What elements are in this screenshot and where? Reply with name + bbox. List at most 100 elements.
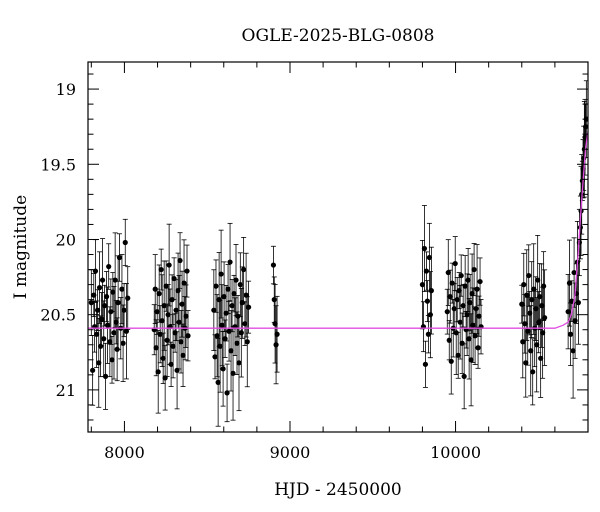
data-marker — [245, 304, 252, 310]
data-marker — [464, 312, 470, 318]
data-marker — [524, 292, 530, 298]
data-marker — [223, 310, 229, 316]
data-point — [244, 296, 250, 388]
data-marker — [451, 306, 457, 312]
data-marker — [571, 269, 577, 276]
data-marker — [181, 280, 187, 286]
data-marker — [453, 330, 459, 336]
data-point — [520, 305, 526, 379]
data-marker — [419, 282, 426, 288]
data-marker — [228, 348, 234, 354]
data-point — [475, 326, 481, 369]
data-marker — [568, 331, 574, 337]
data-marker — [183, 313, 189, 319]
data-marker — [523, 360, 529, 366]
y-axis-label: I magnitude — [11, 195, 31, 299]
data-point — [109, 336, 115, 384]
data-point — [447, 269, 453, 324]
x-tick-label: 10000 — [430, 443, 481, 462]
data-point — [534, 297, 540, 393]
data-marker — [212, 354, 218, 360]
data-point — [90, 335, 96, 406]
data-point — [212, 334, 218, 380]
data-point — [530, 338, 536, 406]
data-point — [230, 326, 236, 421]
data-point — [462, 255, 468, 318]
data-marker — [534, 342, 540, 348]
data-marker — [220, 366, 226, 372]
data-point — [424, 280, 431, 323]
chart-title: OGLE-2025-BLG-0808 — [242, 26, 435, 46]
data-point — [468, 313, 474, 407]
data-marker — [244, 339, 250, 345]
data-point — [116, 233, 123, 282]
data-point — [122, 218, 128, 267]
data-marker — [426, 254, 432, 261]
data-point — [218, 229, 224, 319]
data-marker — [211, 307, 217, 313]
data-marker — [119, 286, 125, 292]
data-marker — [572, 318, 578, 324]
data-marker — [155, 369, 161, 375]
data-point — [454, 277, 460, 323]
x-tick-label: 8000 — [104, 443, 145, 462]
data-marker — [178, 339, 184, 345]
data-marker — [110, 289, 116, 295]
data-marker — [444, 309, 450, 315]
data-marker — [231, 291, 237, 297]
data-marker — [101, 336, 107, 342]
data-marker — [159, 318, 165, 324]
y-tick-label: 19.5 — [40, 155, 76, 174]
data-marker — [462, 283, 468, 289]
data-marker — [474, 286, 480, 292]
data-marker — [538, 355, 544, 361]
data-marker — [472, 333, 478, 339]
model-curve — [88, 131, 588, 329]
data-point — [101, 300, 107, 377]
data-point — [467, 274, 473, 332]
data-marker — [176, 319, 182, 325]
data-point — [537, 263, 543, 331]
data-marker — [466, 336, 472, 342]
data-marker — [97, 343, 104, 349]
data-marker — [522, 321, 528, 327]
data-marker — [106, 263, 112, 270]
data-marker — [224, 390, 230, 396]
data-marker — [422, 361, 429, 367]
data-marker — [467, 300, 473, 306]
data-marker — [452, 260, 458, 267]
data-point — [106, 243, 112, 290]
data-marker — [423, 268, 430, 274]
data-marker — [566, 280, 573, 286]
data-marker — [99, 277, 106, 283]
data-marker — [473, 306, 479, 312]
data-marker — [445, 269, 451, 276]
data-marker — [225, 286, 231, 292]
data-marker — [541, 283, 547, 289]
data-marker — [459, 340, 465, 346]
data-point — [168, 341, 174, 387]
data-marker — [583, 124, 588, 130]
x-tick-label: 9000 — [270, 443, 311, 462]
data-point — [213, 259, 219, 313]
data-point — [227, 222, 233, 302]
data-marker — [179, 301, 185, 307]
data-marker — [476, 313, 482, 319]
y-tick-label: 20 — [56, 230, 76, 249]
data-point — [125, 266, 131, 330]
y-tick-label: 20.5 — [40, 306, 76, 325]
data-point — [274, 295, 280, 373]
data-point — [444, 288, 450, 335]
data-point — [120, 304, 126, 382]
data-marker — [230, 370, 236, 376]
data-marker — [575, 300, 581, 306]
data-marker — [185, 333, 191, 339]
data-point — [170, 314, 176, 379]
data-point — [571, 237, 577, 308]
data-marker — [537, 294, 543, 300]
data-marker — [160, 355, 166, 361]
data-marker — [525, 328, 531, 334]
data-point — [224, 363, 230, 423]
data-point — [568, 302, 574, 366]
data-marker — [234, 340, 240, 346]
